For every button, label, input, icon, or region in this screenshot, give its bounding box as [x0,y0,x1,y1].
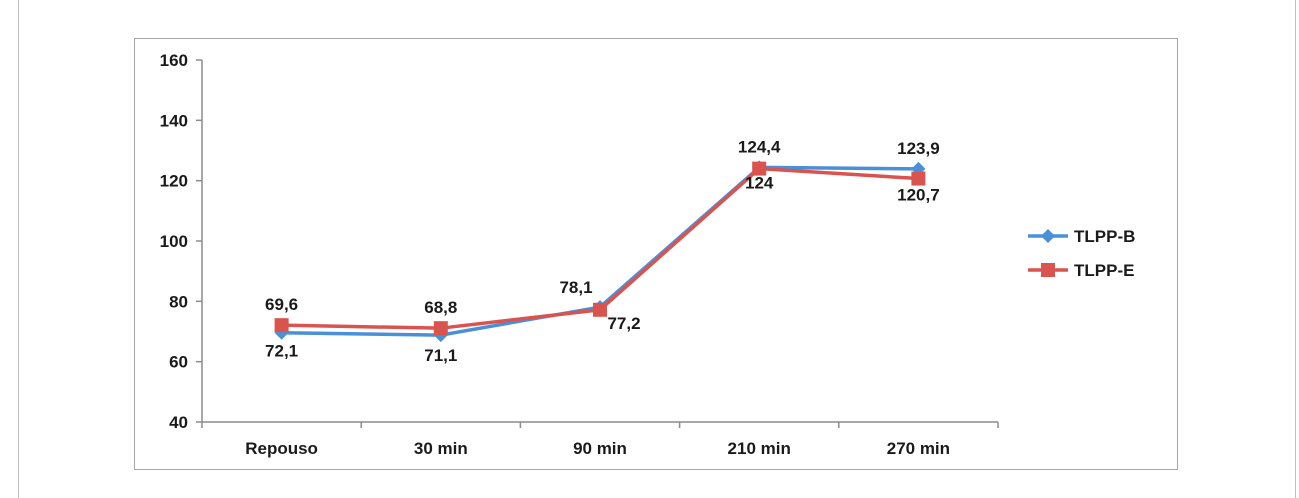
data-label: 72,1 [265,342,298,361]
data-label: 68,8 [424,298,457,317]
data-label: 78,1 [559,278,592,297]
y-tick-label: 60 [169,353,188,372]
x-tick-label: 90 min [573,439,627,458]
data-point-marker [752,161,767,176]
y-tick-label: 120 [160,172,188,191]
data-label: 69,6 [265,295,298,314]
data-label: 123,9 [897,139,940,158]
data-label: 71,1 [424,346,457,365]
data-label: 124,4 [738,137,781,156]
x-tick-label: 30 min [414,439,468,458]
legend-marker [1041,229,1055,243]
data-label: 124 [745,174,774,193]
figure-frame [18,0,1296,498]
y-tick-label: 140 [160,111,188,130]
y-tick-label: 80 [169,292,188,311]
x-tick-label: 210 min [728,439,791,458]
data-point-marker [274,318,289,333]
data-label: 77,2 [607,314,640,333]
x-tick-label: Repouso [245,439,318,458]
chart-area [134,38,1178,470]
legend-label: TLPP-B [1074,227,1135,246]
x-tick-label: 270 min [887,439,950,458]
y-tick-label: 160 [160,51,188,70]
legend-marker [1041,263,1055,277]
data-point-marker [433,321,448,336]
data-point-marker [911,171,926,186]
data-label: 120,7 [897,186,940,205]
y-tick-label: 100 [160,232,188,251]
y-tick-label: 40 [169,413,188,432]
data-point-marker [593,302,607,317]
legend-label: TLPP-E [1074,261,1134,280]
